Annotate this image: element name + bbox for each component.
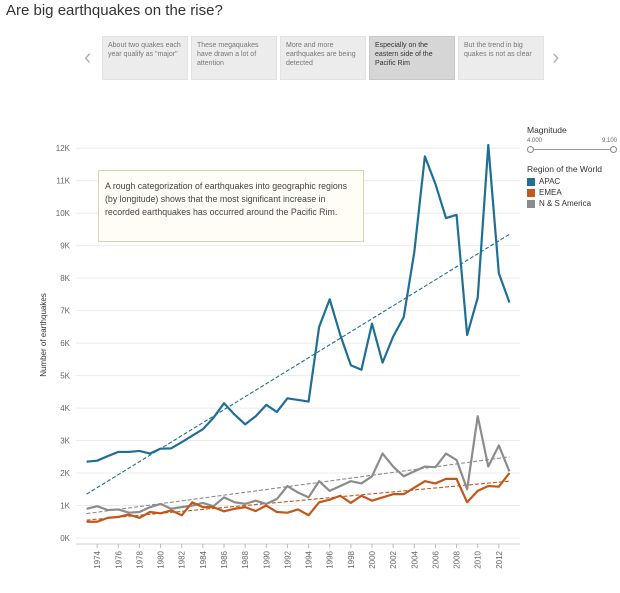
legend-item-apac[interactable]: APAC: [527, 177, 617, 186]
trendline-apac: [86, 233, 510, 495]
legend-item-emea[interactable]: EMEA: [527, 188, 617, 197]
y-tick-label: 7K: [60, 307, 70, 316]
y-tick-label: 0K: [60, 534, 70, 543]
legend-panel: Magnitude 4.000 9.100 Region of the Worl…: [527, 125, 617, 210]
y-axis-label: Number of earthquakes: [39, 293, 48, 377]
x-tick-label: 1980: [157, 550, 166, 568]
story-point-2[interactable]: These megaquakes have drawn a lot of att…: [191, 36, 277, 80]
story-point-4[interactable]: Especially on the eastern side of the Pa…: [369, 36, 455, 80]
y-tick-label: 1K: [60, 502, 70, 511]
y-tick-label: 4K: [60, 404, 70, 413]
magnitude-max-label: 9.100: [601, 138, 617, 144]
story-navigator: ‹ About two quakes each year qualify as …: [84, 36, 574, 82]
slider-track: [530, 149, 614, 150]
x-tick-label: 2004: [410, 550, 419, 568]
x-tick-label: 1996: [326, 550, 335, 568]
x-tick-label: 2010: [474, 550, 483, 568]
y-tick-label: 10K: [56, 209, 71, 218]
chart-annotation: A rough categorization of earthquakes in…: [98, 170, 364, 242]
x-tick-label: 2008: [453, 550, 462, 568]
magnitude-title: Magnitude: [527, 125, 567, 135]
x-tick-label: 1984: [199, 550, 208, 568]
x-tick-label: 2002: [389, 550, 398, 568]
page-title: Are big earthquakes on the rise?: [6, 2, 223, 19]
magnitude-min-label: 4.000: [527, 138, 543, 144]
legend-label-apac: APAC: [539, 177, 561, 186]
emea-swatch: [527, 188, 535, 197]
y-tick-label: 9K: [60, 242, 70, 251]
x-tick-label: 1974: [93, 550, 102, 568]
slider-max-handle[interactable]: [610, 146, 617, 153]
x-tick-label: 1982: [178, 550, 187, 568]
x-tick-label: 2000: [368, 550, 377, 568]
series-line-apac: [86, 143, 511, 463]
legend-label-americas: N & S America: [539, 199, 592, 208]
slider-min-handle[interactable]: [527, 146, 534, 153]
y-tick-label: 8K: [60, 274, 70, 283]
story-point-5[interactable]: But the trend in big quakes is not as cl…: [458, 36, 544, 80]
trendline-n-s-america: [86, 456, 510, 515]
x-tick-label: 1986: [220, 550, 229, 568]
y-tick-label: 2K: [60, 469, 70, 478]
chevron-left-icon[interactable]: ‹: [84, 44, 92, 69]
x-tick-label: 1988: [241, 550, 250, 568]
y-tick-label: 3K: [60, 437, 70, 446]
x-tick-label: 2012: [495, 550, 504, 568]
x-tick-label: 1992: [283, 550, 292, 568]
y-tick-label: 5K: [60, 372, 70, 381]
series-line-emea: [86, 472, 511, 523]
legend-item-americas[interactable]: N & S America: [527, 199, 617, 208]
americas-swatch: [527, 199, 535, 208]
series-line-n-s-america: [86, 415, 511, 514]
x-tick-label: 1976: [114, 550, 123, 568]
x-tick-label: 2006: [431, 550, 440, 568]
magnitude-slider[interactable]: [527, 144, 617, 156]
x-tick-label: 1994: [305, 550, 314, 568]
trendline-emea: [86, 480, 510, 521]
x-tick-label: 1998: [347, 550, 356, 568]
apac-swatch: [527, 177, 535, 186]
y-tick-label: 12K: [56, 144, 71, 153]
story-point-1[interactable]: About two quakes each year qualify as "m…: [102, 36, 188, 80]
legend-label-emea: EMEA: [539, 188, 562, 197]
story-point-3[interactable]: More and more earthquakes are being dete…: [280, 36, 366, 80]
y-tick-label: 6K: [60, 339, 70, 348]
x-tick-label: 1990: [262, 550, 271, 568]
chevron-right-icon[interactable]: ›: [552, 44, 560, 69]
region-title: Region of the World: [527, 164, 602, 174]
x-tick-label: 1978: [135, 550, 144, 568]
y-tick-label: 11K: [56, 177, 70, 186]
